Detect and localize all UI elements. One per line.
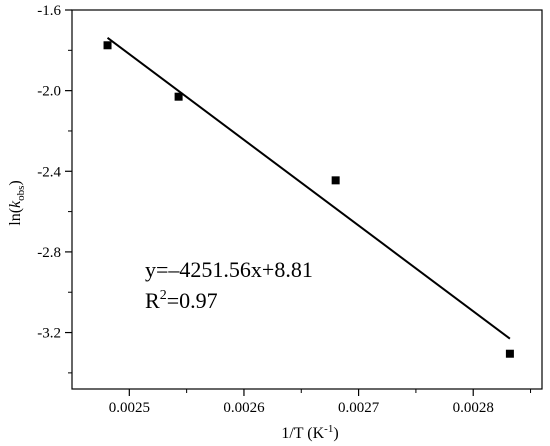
r-squared-annotation: R2=0.97 [145,288,218,313]
y-tick-label: -3.2 [37,326,61,342]
x-tick-label: 0.0027 [338,400,380,416]
data-point [174,92,183,101]
x-axis-label: 1/T (K-1) [281,423,338,442]
data-points-layer [103,41,514,358]
y-tick-label: -2.0 [37,84,61,100]
fit-equation-annotation: y=–4251.56x+8.81 [145,257,313,282]
y-tick-label: -2.4 [37,164,61,180]
x-tick-label: 0.0025 [109,400,150,416]
data-point [331,176,340,185]
y-axis-ticks: -1.6 -2.0 -2.4 -2.8 -3.2 [37,3,72,374]
linear-fit-line [106,37,511,340]
y-axis-label: ln(kobs) [7,180,27,226]
x-tick-label: 0.0028 [453,400,494,416]
x-axis-ticks: 0.0025 0.0026 0.0027 0.0028 [109,389,532,416]
plot-frame [71,9,543,390]
data-point [505,349,514,358]
y-tick-label: -1.6 [37,3,61,19]
fit-line-layer [106,37,511,340]
x-tick-label: 0.0026 [223,400,265,416]
y-tick-label: -2.8 [37,245,61,261]
data-point [103,41,112,50]
plot-area-border [71,9,543,390]
